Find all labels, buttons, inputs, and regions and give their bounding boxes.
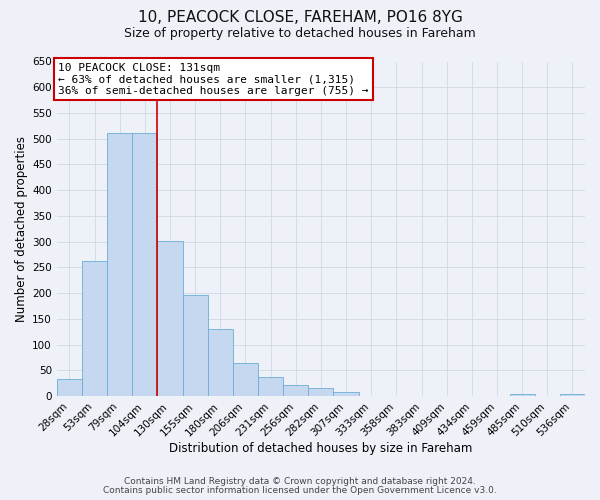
Bar [509,394,535,396]
Bar [82,260,107,396]
Bar [233,362,258,396]
Y-axis label: Number of detached properties: Number of detached properties [15,136,28,322]
Bar [283,385,308,396]
Bar [308,388,334,396]
Bar [107,132,132,396]
Text: 10 PEACOCK CLOSE: 131sqm
← 63% of detached houses are smaller (1,315)
36% of sem: 10 PEACOCK CLOSE: 131sqm ← 63% of detach… [58,62,368,96]
Bar [334,392,359,396]
Text: Contains public sector information licensed under the Open Government Licence v3: Contains public sector information licen… [103,486,497,495]
X-axis label: Distribution of detached houses by size in Fareham: Distribution of detached houses by size … [169,442,473,455]
Text: Size of property relative to detached houses in Fareham: Size of property relative to detached ho… [124,28,476,40]
Bar [560,394,585,396]
Text: 10, PEACOCK CLOSE, FAREHAM, PO16 8YG: 10, PEACOCK CLOSE, FAREHAM, PO16 8YG [137,10,463,25]
Bar [57,379,82,396]
Text: Contains HM Land Registry data © Crown copyright and database right 2024.: Contains HM Land Registry data © Crown c… [124,477,476,486]
Bar [258,376,283,396]
Bar [132,132,157,396]
Bar [208,329,233,396]
Bar [182,295,208,396]
Bar [157,240,182,396]
